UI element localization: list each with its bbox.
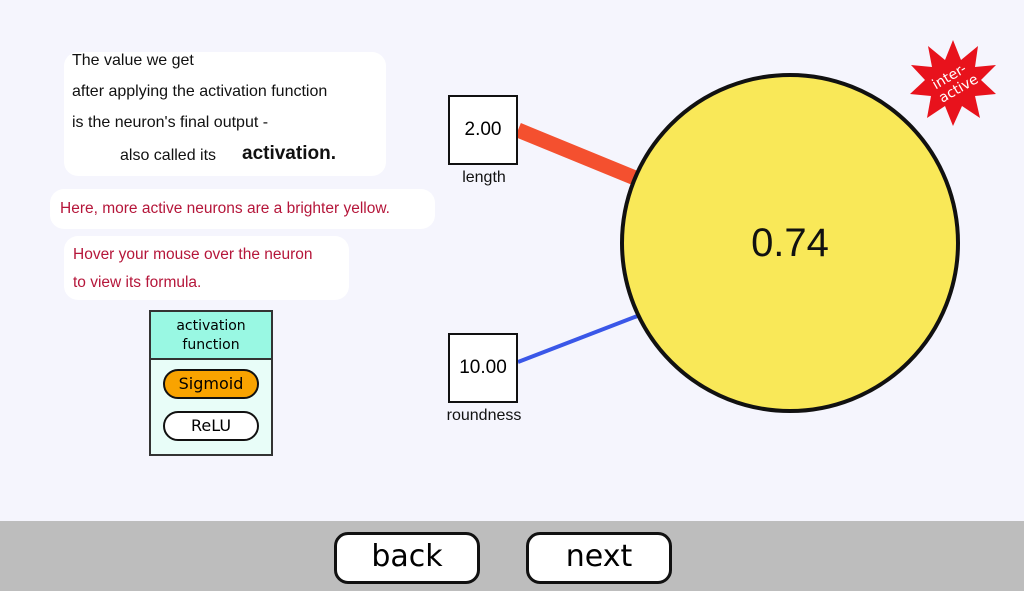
weight-line-length (515, 123, 643, 187)
length-label: length (462, 169, 506, 186)
roundness-label: roundness (446, 407, 522, 424)
sigmoid-option[interactable]: Sigmoid (163, 369, 259, 399)
activation-term: activation. (242, 143, 336, 164)
panel-title-line: activation (176, 318, 246, 334)
back-button[interactable]: back (334, 532, 480, 584)
panel-title: activation function (151, 312, 271, 360)
activation-function-panel: activation function Sigmoid ReLU (149, 310, 273, 456)
explanation-line: after applying the activation function (72, 83, 328, 100)
hover-note: Hover your mouse over the neuron to view… (64, 236, 349, 300)
explanation-line: also called its (120, 147, 217, 164)
brightness-note: Here, more active neurons are a brighter… (50, 189, 435, 229)
hover-note-line: to view its formula. (73, 274, 202, 291)
panel-title-line: function (182, 337, 240, 353)
explanation-bubble: The value we get after applying the acti… (64, 52, 386, 176)
interactive-badge-icon: inter- active (910, 40, 996, 126)
next-button[interactable]: next (526, 532, 672, 584)
neuron[interactable]: 0.74 (620, 73, 960, 413)
length-input[interactable]: 2.00 (448, 95, 518, 165)
explanation-line: The value we get (72, 52, 194, 69)
relu-option[interactable]: ReLU (163, 411, 259, 441)
roundness-input[interactable]: 10.00 (448, 333, 518, 403)
bottom-nav-bar (0, 521, 1024, 591)
weight-line-roundness (517, 313, 641, 364)
explanation-line: is the neuron's final output - (72, 114, 269, 131)
hover-note-line: Hover your mouse over the neuron (73, 246, 313, 263)
